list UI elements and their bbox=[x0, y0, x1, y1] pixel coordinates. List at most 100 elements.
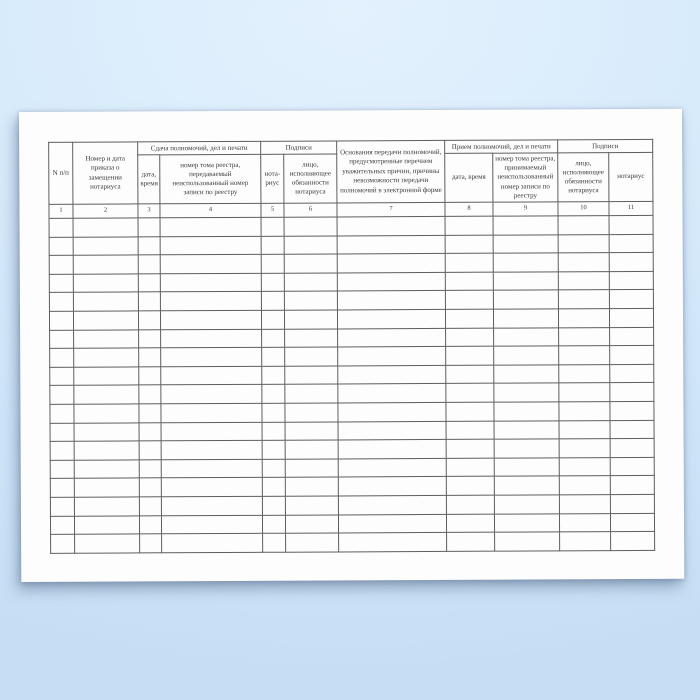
empty-cell bbox=[161, 477, 263, 497]
empty-cell bbox=[609, 364, 654, 383]
empty-cell bbox=[446, 495, 495, 514]
empty-cell bbox=[445, 234, 494, 254]
empty-cell bbox=[261, 235, 285, 255]
empty-cell bbox=[338, 513, 447, 534]
empty-cell bbox=[558, 327, 610, 347]
empty-cell bbox=[139, 478, 162, 497]
column-number: 11 bbox=[608, 201, 654, 216]
empty-cell bbox=[284, 365, 338, 385]
empty-cell bbox=[558, 252, 610, 272]
column-number: 4 bbox=[159, 203, 262, 218]
column-number: 8 bbox=[444, 202, 494, 217]
empty-cell bbox=[160, 384, 262, 404]
empty-cell bbox=[139, 422, 162, 442]
empty-cell bbox=[160, 347, 262, 367]
empty-cell bbox=[558, 234, 610, 254]
header-cell-acceptance-datetime: дата, время bbox=[444, 153, 493, 203]
empty-cell bbox=[262, 533, 286, 553]
empty-cell bbox=[49, 385, 74, 405]
empty-cell bbox=[610, 494, 655, 514]
empty-cell bbox=[609, 289, 654, 309]
empty-rows-body bbox=[49, 215, 655, 554]
empty-cell bbox=[50, 534, 75, 554]
column-number: 1 bbox=[48, 204, 74, 219]
empty-cell bbox=[337, 253, 446, 273]
empty-cell bbox=[161, 514, 263, 534]
empty-cell bbox=[446, 476, 495, 496]
empty-cell bbox=[161, 496, 263, 516]
empty-cell bbox=[493, 327, 559, 347]
empty-cell bbox=[493, 308, 559, 328]
empty-cell bbox=[74, 496, 140, 516]
empty-cell bbox=[446, 439, 495, 459]
empty-cell bbox=[138, 217, 161, 237]
header-cell-notary-signature-right: нотариус bbox=[608, 152, 654, 202]
empty-cell bbox=[284, 309, 338, 329]
empty-cell bbox=[49, 329, 74, 349]
empty-cell bbox=[284, 235, 338, 255]
empty-cell bbox=[138, 329, 161, 349]
empty-cell bbox=[494, 476, 560, 496]
empty-cell bbox=[160, 254, 262, 274]
empty-cell bbox=[50, 422, 75, 442]
empty-cell bbox=[493, 346, 559, 365]
empty-cell bbox=[50, 459, 75, 479]
empty-cell bbox=[558, 289, 610, 309]
empty-cell bbox=[284, 328, 338, 348]
empty-cell bbox=[494, 531, 560, 551]
empty-cell bbox=[338, 532, 447, 552]
empty-cell bbox=[493, 215, 559, 235]
empty-cell bbox=[558, 382, 610, 402]
empty-cell bbox=[49, 366, 74, 386]
empty-cell bbox=[138, 310, 161, 330]
empty-cell bbox=[160, 235, 262, 255]
empty-cell bbox=[494, 457, 560, 477]
column-number: 9 bbox=[492, 201, 559, 217]
empty-cell bbox=[138, 403, 162, 423]
empty-cell bbox=[262, 421, 286, 441]
column-number: 7 bbox=[336, 202, 446, 217]
empty-cell bbox=[261, 310, 285, 329]
empty-cell bbox=[262, 514, 286, 534]
empty-cell bbox=[494, 420, 560, 440]
empty-cell bbox=[74, 515, 140, 535]
empty-cell bbox=[559, 457, 611, 477]
empty-cell bbox=[138, 273, 161, 293]
empty-cell bbox=[609, 271, 654, 290]
header-cell-acting-person-right: лицо, исполняющее обязанности нотариуса bbox=[557, 152, 609, 202]
notary-register-table: N п/п Номер и дата приказа о замещении н… bbox=[48, 138, 656, 554]
empty-cell bbox=[284, 291, 338, 311]
empty-cell bbox=[261, 328, 285, 348]
empty-cell bbox=[609, 382, 654, 402]
empty-cell bbox=[261, 347, 285, 367]
empty-cell bbox=[559, 475, 611, 495]
empty-cell bbox=[493, 253, 559, 272]
empty-cell bbox=[261, 291, 285, 311]
group-header-handover: Сдача полномочий, дел и печати bbox=[137, 141, 261, 155]
empty-cell bbox=[73, 217, 139, 237]
empty-cell bbox=[261, 254, 285, 274]
empty-cell bbox=[49, 404, 75, 423]
empty-cell bbox=[261, 403, 286, 422]
empty-cell bbox=[73, 292, 139, 312]
header-cell-order-number-date: Номер и дата приказа о замещении нотариу… bbox=[72, 141, 138, 205]
empty-cell bbox=[446, 457, 495, 477]
empty-cell bbox=[73, 310, 139, 330]
empty-cell bbox=[337, 402, 447, 422]
table-header: N п/п Номер и дата приказа о замещении н… bbox=[48, 139, 654, 219]
empty-cell bbox=[285, 514, 339, 534]
empty-cell bbox=[284, 272, 338, 292]
header-cell-acting-person-left: лицо, исполняющее обязанности нотариуса bbox=[283, 153, 337, 204]
empty-cell bbox=[285, 477, 339, 497]
empty-cell bbox=[558, 345, 610, 365]
empty-cell bbox=[139, 440, 162, 460]
empty-cell bbox=[558, 271, 610, 291]
empty-cell bbox=[445, 290, 494, 310]
empty-cell bbox=[446, 513, 495, 533]
empty-cell bbox=[338, 420, 447, 441]
empty-cell bbox=[262, 458, 286, 478]
empty-cell bbox=[493, 290, 559, 310]
empty-cell bbox=[338, 495, 447, 515]
header-cell-handover-datetime: дата, время bbox=[137, 154, 160, 204]
empty-cell bbox=[139, 459, 162, 479]
